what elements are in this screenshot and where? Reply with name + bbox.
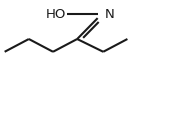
Text: N: N	[105, 8, 115, 21]
Text: HO: HO	[46, 8, 66, 21]
